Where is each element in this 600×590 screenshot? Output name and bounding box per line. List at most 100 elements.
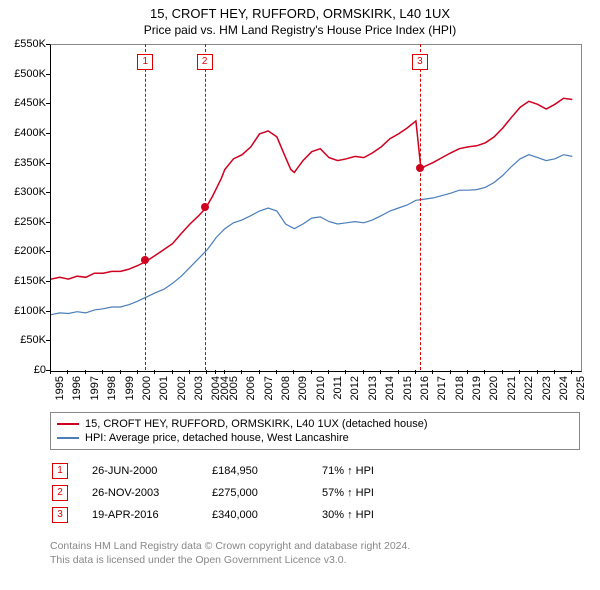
x-tick-mark xyxy=(50,370,51,374)
x-tick-label: 2007 xyxy=(263,376,275,400)
marker-vline xyxy=(145,44,146,370)
y-tick-label: £450K xyxy=(4,97,46,109)
x-tick-label: 2019 xyxy=(471,376,483,400)
x-tick-mark xyxy=(102,370,103,374)
legend-label: HPI: Average price, detached house, West… xyxy=(85,432,349,444)
y-tick-label: £500K xyxy=(4,68,46,80)
x-tick-mark xyxy=(398,370,399,374)
x-tick-mark xyxy=(224,370,225,374)
x-tick-label: 2001 xyxy=(158,376,170,400)
x-tick-label: 2013 xyxy=(367,376,379,400)
x-tick-mark xyxy=(537,370,538,374)
marker-table-date: 26-JUN-2000 xyxy=(92,465,212,477)
y-tick-label: £200K xyxy=(4,245,46,257)
x-tick-label: 2017 xyxy=(436,376,448,400)
x-tick-mark xyxy=(519,370,520,374)
y-tick-label: £400K xyxy=(4,127,46,139)
marker-table-row: 226-NOV-2003£275,00057% ↑ HPI xyxy=(52,482,442,504)
x-tick-label: 2000 xyxy=(141,376,153,400)
x-tick-mark xyxy=(154,370,155,374)
y-tick-mark xyxy=(46,251,50,252)
x-tick-label: 2018 xyxy=(454,376,466,400)
legend: 15, CROFT HEY, RUFFORD, ORMSKIRK, L40 1U… xyxy=(50,412,580,450)
marker-table-note: 71% ↑ HPI xyxy=(322,465,442,477)
y-tick-label: £250K xyxy=(4,216,46,228)
x-tick-label: 2003 xyxy=(193,376,205,400)
x-tick-label: 2008 xyxy=(280,376,292,400)
x-tick-mark xyxy=(241,370,242,374)
marker-number-box: 1 xyxy=(137,54,153,70)
x-tick-label: 2005 xyxy=(228,376,240,400)
legend-swatch xyxy=(57,437,79,439)
x-tick-label: 2023 xyxy=(541,376,553,400)
x-tick-mark xyxy=(137,370,138,374)
marker-number-box: 3 xyxy=(412,54,428,70)
marker-table-row: 319-APR-2016£340,00030% ↑ HPI xyxy=(52,504,442,526)
x-tick-label: 2025 xyxy=(575,376,587,400)
marker-table-row: 1 26-JUN-2000£184,95071% ↑ HPI xyxy=(52,460,442,482)
chart-subtitle: Price paid vs. HM Land Registry's House … xyxy=(0,21,600,37)
y-tick-label: £0 xyxy=(4,364,46,376)
legend-swatch xyxy=(57,423,79,425)
legend-row: HPI: Average price, detached house, West… xyxy=(57,431,573,445)
x-tick-label: 2024 xyxy=(558,376,570,400)
y-tick-label: £350K xyxy=(4,157,46,169)
x-tick-label: 1999 xyxy=(124,376,136,400)
x-tick-mark xyxy=(571,370,572,374)
marker-table-num: 1 xyxy=(52,463,68,479)
marker-table-num: 2 xyxy=(52,485,68,501)
x-tick-label: 2022 xyxy=(523,376,535,400)
y-tick-mark xyxy=(46,340,50,341)
x-tick-mark xyxy=(554,370,555,374)
x-tick-label: 1997 xyxy=(89,376,101,400)
x-tick-mark xyxy=(328,370,329,374)
marker-dot xyxy=(141,256,149,264)
marker-number-box: 2 xyxy=(197,54,213,70)
x-tick-mark xyxy=(502,370,503,374)
series-line xyxy=(51,155,572,315)
x-tick-label: 2006 xyxy=(245,376,257,400)
x-tick-label: 1996 xyxy=(71,376,83,400)
plot-svg xyxy=(51,45,581,371)
x-tick-mark xyxy=(293,370,294,374)
x-tick-mark xyxy=(450,370,451,374)
x-tick-mark xyxy=(345,370,346,374)
y-tick-label: £100K xyxy=(4,305,46,317)
y-tick-mark xyxy=(46,44,50,45)
y-tick-mark xyxy=(46,192,50,193)
y-tick-mark xyxy=(46,311,50,312)
legend-row: 15, CROFT HEY, RUFFORD, ORMSKIRK, L40 1U… xyxy=(57,417,573,431)
x-tick-label: 2011 xyxy=(332,376,344,400)
x-tick-label: 2016 xyxy=(419,376,431,400)
series-line xyxy=(51,98,572,279)
marker-table-price: £184,950 xyxy=(212,465,322,477)
x-tick-label: 1995 xyxy=(54,376,66,400)
x-tick-mark xyxy=(415,370,416,374)
marker-table-price: £275,000 xyxy=(212,487,322,499)
marker-table-date: 19-APR-2016 xyxy=(92,509,212,521)
footer-text: Contains HM Land Registry data © Crown c… xyxy=(50,540,410,567)
marker-vline xyxy=(420,44,421,370)
y-tick-mark xyxy=(46,163,50,164)
y-tick-label: £50K xyxy=(4,334,46,346)
marker-dot xyxy=(201,203,209,211)
marker-dot xyxy=(416,164,424,172)
x-tick-mark xyxy=(363,370,364,374)
x-tick-mark xyxy=(206,370,207,374)
marker-table-date: 26-NOV-2003 xyxy=(92,487,212,499)
x-tick-label: 2020 xyxy=(488,376,500,400)
y-tick-mark xyxy=(46,281,50,282)
marker-table-num: 3 xyxy=(52,507,68,523)
x-tick-mark xyxy=(380,370,381,374)
x-tick-mark xyxy=(484,370,485,374)
chart-container: 15, CROFT HEY, RUFFORD, ORMSKIRK, L40 1U… xyxy=(0,0,600,590)
y-tick-mark xyxy=(46,74,50,75)
x-tick-label: 2014 xyxy=(384,376,396,400)
y-tick-mark xyxy=(46,133,50,134)
x-tick-label: 2015 xyxy=(402,376,414,400)
x-tick-mark xyxy=(276,370,277,374)
marker-table-note: 30% ↑ HPI xyxy=(322,509,442,521)
y-tick-mark xyxy=(46,222,50,223)
footer-line: This data is licensed under the Open Gov… xyxy=(50,554,410,568)
x-tick-label: 1998 xyxy=(106,376,118,400)
